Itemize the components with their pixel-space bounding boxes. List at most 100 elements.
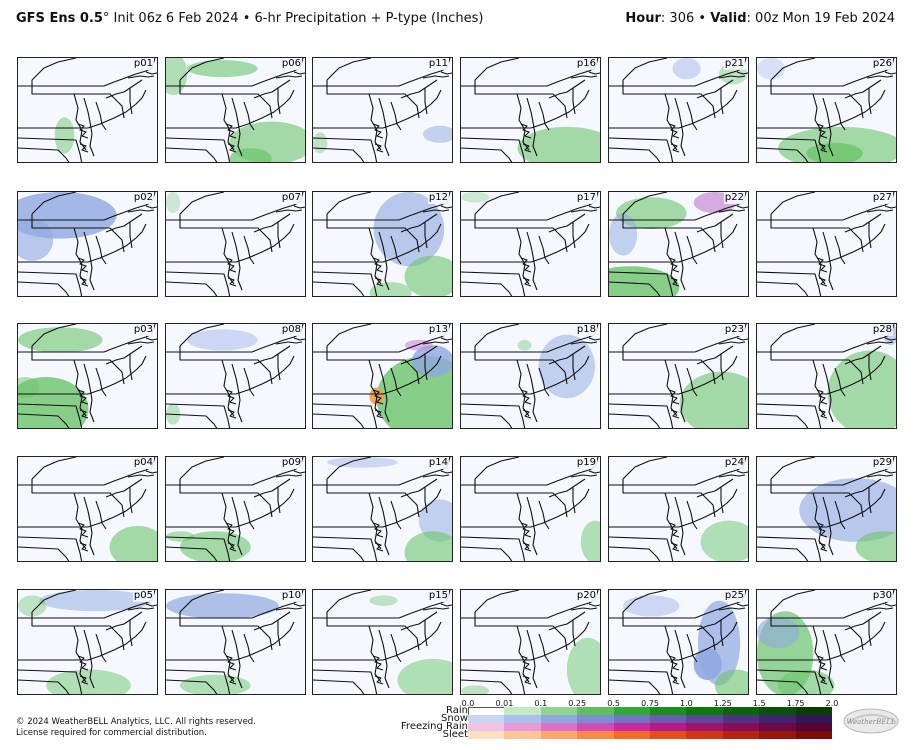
- legend-swatch: [759, 707, 797, 715]
- boundary-line: [461, 281, 513, 296]
- boundary-line: [253, 79, 291, 99]
- boundary-line: [313, 679, 365, 694]
- boundary-line: [225, 522, 237, 538]
- boundary-line: [516, 492, 530, 550]
- boundary-line: [757, 488, 886, 528]
- boundary-line: [243, 101, 255, 131]
- legend-color-row: [468, 707, 833, 717]
- boundary-line: [852, 231, 864, 253]
- boundary-line: [95, 101, 107, 131]
- boundary-line: [293, 71, 305, 75]
- boundary-line: [105, 611, 143, 631]
- boundary-line: [293, 470, 305, 474]
- boundary-line: [313, 669, 378, 694]
- legend-tick-label: 0.25: [568, 699, 587, 708]
- legend-tick-label: 1.0: [680, 699, 693, 708]
- boundary-line: [816, 257, 828, 273]
- rain-precip-area: [54, 117, 75, 154]
- boundary-line: [674, 496, 686, 556]
- boundary-line: [31, 457, 77, 480]
- boundary-line: [275, 209, 303, 213]
- boundary-line: [145, 71, 157, 75]
- ensemble-member-panel-p25: p25: [608, 589, 749, 695]
- boundary-line: [522, 542, 532, 552]
- boundary-line: [674, 363, 686, 423]
- copyright-line: © 2024 WeatherBELL Analytics, LLC. All r…: [16, 717, 256, 727]
- ensemble-member-panel-p05: p05: [17, 589, 158, 695]
- legend-tick-label: 0.01: [495, 699, 514, 708]
- rain-precip-area: [517, 339, 532, 351]
- legend-swatch: [795, 731, 833, 739]
- boundary-line: [670, 143, 680, 153]
- boundary-line: [313, 621, 442, 661]
- legend-swatch: [613, 715, 651, 723]
- member-label: p18: [575, 324, 597, 336]
- boundary-line: [378, 363, 390, 423]
- boundary-line: [18, 137, 83, 162]
- legend-type-label: Sleet: [442, 729, 468, 740]
- boundary-line: [461, 271, 526, 296]
- boundary-line: [718, 341, 746, 345]
- boundary-line: [668, 389, 680, 405]
- boundary-line: [275, 75, 303, 79]
- precip-map: [609, 192, 748, 296]
- boundary-line: [866, 75, 894, 79]
- boundary-line: [422, 607, 450, 611]
- ensemble-member-panel-p02: p02: [17, 191, 158, 297]
- member-label: p12: [427, 192, 449, 204]
- boundary-line: [326, 479, 410, 498]
- boundary-line: [674, 97, 686, 157]
- boundary-line: [461, 147, 513, 162]
- boundary-line: [884, 470, 896, 474]
- boundary-line: [572, 620, 576, 647]
- snow-precip-area: [623, 595, 680, 617]
- member-label: p08: [280, 324, 302, 336]
- member-label: p09: [280, 457, 302, 469]
- ensemble-member-panel-p15: p15: [312, 589, 453, 695]
- boundary-line: [179, 479, 263, 498]
- boundary-line: [609, 488, 738, 528]
- boundary-line: [622, 479, 706, 498]
- ensemble-member-panel-p16: p16: [460, 57, 601, 163]
- model-name: GFS Ens 0.5: [16, 11, 103, 26]
- snow-precip-area: [166, 593, 279, 619]
- member-label: p02: [132, 192, 154, 204]
- boundary-line: [609, 679, 661, 694]
- boundary-line: [770, 80, 854, 99]
- boundary-line: [225, 123, 237, 139]
- boundary-line: [145, 337, 157, 341]
- ensemble-member-panel-p22: p22: [608, 191, 749, 297]
- boundary-line: [668, 123, 680, 139]
- rain-precip-area: [397, 658, 452, 694]
- boundary-line: [326, 457, 372, 480]
- member-label: p21: [723, 58, 745, 70]
- boundary-line: [757, 536, 822, 561]
- boundary-line: [79, 409, 89, 419]
- boundary-line: [516, 93, 530, 151]
- rain-precip-area: [461, 685, 490, 694]
- rain-precip-area: [46, 669, 131, 694]
- boundary-line: [757, 89, 886, 129]
- member-label: p19: [575, 457, 597, 469]
- boundary-line: [461, 536, 526, 561]
- boundary-line: [704, 496, 716, 518]
- ensemble-member-panel-p04: p04: [17, 456, 158, 562]
- boundary-line: [812, 625, 826, 683]
- boundary-line: [79, 277, 89, 287]
- boundary-line: [127, 75, 155, 79]
- rain-precip-area: [313, 132, 328, 154]
- boundary-line: [757, 355, 886, 395]
- ensemble-member-panel-p03: p03: [17, 323, 158, 429]
- precip-map: [18, 457, 157, 561]
- boundary-line: [538, 500, 550, 530]
- boundary-line: [570, 607, 598, 611]
- boundary-line: [374, 542, 384, 552]
- boundary-line: [704, 363, 716, 385]
- rain-precip-area: [517, 126, 600, 162]
- boundary-line: [570, 75, 598, 79]
- boundary-line: [253, 478, 291, 498]
- boundary-line: [390, 101, 402, 131]
- snow-precip-area: [187, 329, 258, 351]
- legend-color-row: [468, 723, 833, 731]
- boundary-line: [520, 389, 532, 405]
